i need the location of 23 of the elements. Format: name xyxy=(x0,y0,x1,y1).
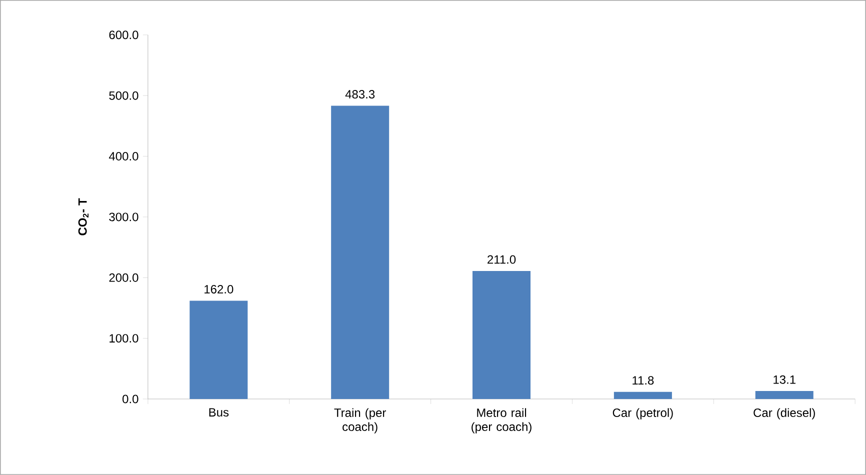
y-tick-label: 500.0 xyxy=(109,91,138,100)
y-tick-label: 600.0 xyxy=(109,30,138,40)
x-tick-label: Car (diesel) xyxy=(754,408,815,420)
data-label: 13.1 xyxy=(774,375,796,384)
y-tick-label: 100.0 xyxy=(110,334,138,343)
data-label: 11.8 xyxy=(632,376,654,385)
y-tick-label: 300.0 xyxy=(109,212,138,222)
bar xyxy=(614,392,672,400)
x-tick-label: Metro rail (per coach) xyxy=(472,408,532,434)
bar xyxy=(755,391,814,400)
y-tick-label: 200.0 xyxy=(109,273,138,282)
x-tick-label: Bus xyxy=(209,408,229,417)
y-tick-label: 0.0 xyxy=(122,394,138,404)
y-axis-title: CO$_{2}$- T xyxy=(78,198,88,236)
data-label: 211.0 xyxy=(488,255,516,264)
bar xyxy=(331,106,390,400)
data-label: 162.0 xyxy=(204,285,234,294)
x-tick-label: Train (per coach) xyxy=(334,408,386,434)
y-tick-label: 400.0 xyxy=(108,152,138,161)
bar xyxy=(472,271,531,400)
data-label: 483.3 xyxy=(345,90,375,99)
bar xyxy=(190,300,248,400)
x-tick-label: Car (petrol) xyxy=(612,408,673,420)
